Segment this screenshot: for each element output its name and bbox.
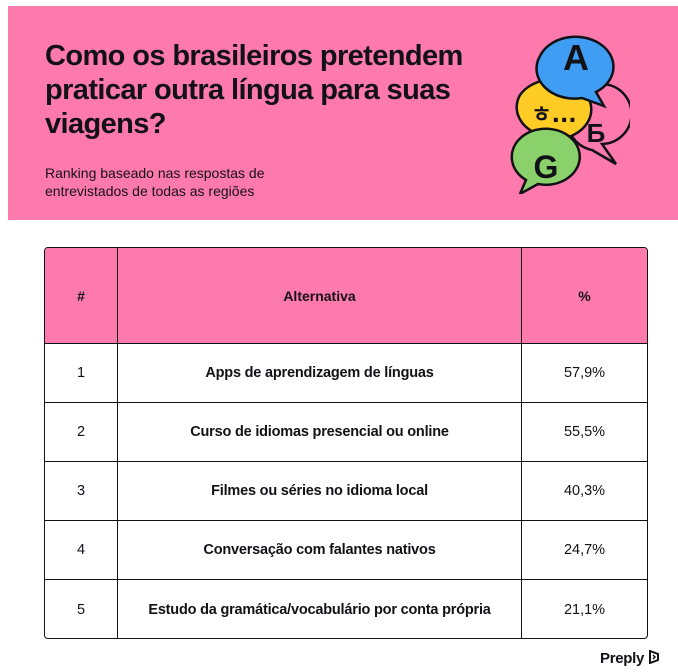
- table-row: 2 Curso de idiomas presencial ou online …: [45, 402, 647, 461]
- percent-cell: 40,3%: [563, 483, 606, 499]
- svg-text:G: G: [534, 149, 559, 185]
- rank-cell: 2: [45, 403, 118, 461]
- rank-cell: 1: [45, 344, 118, 402]
- table-row: 5 Estudo da gramática/vocabulário por co…: [45, 579, 647, 638]
- svg-text:A: A: [563, 37, 589, 78]
- rank-cell: 3: [45, 462, 118, 520]
- table-row: 4 Conversação com falantes nativos 24,7%: [45, 520, 647, 579]
- page-title: Como os brasileiros pretendem praticar o…: [45, 40, 463, 140]
- page-subtitle: Ranking baseado nas respostas de entrevi…: [45, 165, 265, 199]
- alternative-cell: Apps de aprendizagem de línguas: [118, 344, 522, 402]
- speech-bubble-icon: G: [510, 127, 582, 194]
- table-row: 3 Filmes ou séries no idioma local 40,3%: [45, 461, 647, 520]
- alternative-cell: Conversação com falantes nativos: [118, 521, 522, 579]
- alternative-cell: Curso de idiomas presencial ou online: [118, 403, 522, 461]
- speech-bubble-icon: A: [535, 35, 615, 109]
- column-header-alternative: Alternativa: [118, 248, 522, 343]
- svg-text:Б: Б: [587, 118, 606, 148]
- svg-text:ㅎ...: ㅎ...: [531, 103, 576, 128]
- header-banner: Como os brasileiros pretendem praticar o…: [8, 6, 678, 220]
- column-header-percent: %: [578, 287, 591, 304]
- percent-cell: 57,9%: [563, 365, 606, 381]
- rank-cell: 5: [45, 580, 118, 638]
- speech-bubbles-illustration: Б ㅎ... A G: [510, 35, 630, 194]
- rank-cell: 4: [45, 521, 118, 579]
- preply-logo-icon: [648, 649, 659, 665]
- percent-cell: 24,7%: [563, 542, 606, 558]
- alternative-cell: Filmes ou séries no idioma local: [118, 462, 522, 520]
- percent-cell: 21,1%: [563, 602, 606, 618]
- brand-name: Preply: [600, 650, 645, 667]
- ranking-table: # Alternativa % 1 Apps de aprendizagem d…: [44, 247, 648, 639]
- alternative-cell: Estudo da gramática/vocabulário por cont…: [118, 580, 522, 638]
- table-header-row: # Alternativa %: [45, 248, 647, 343]
- percent-cell: 55,5%: [563, 424, 606, 440]
- brand-logo: Preply: [600, 649, 660, 667]
- table-row: 1 Apps de aprendizagem de línguas 57,9%: [45, 343, 647, 402]
- column-header-rank: #: [45, 248, 118, 343]
